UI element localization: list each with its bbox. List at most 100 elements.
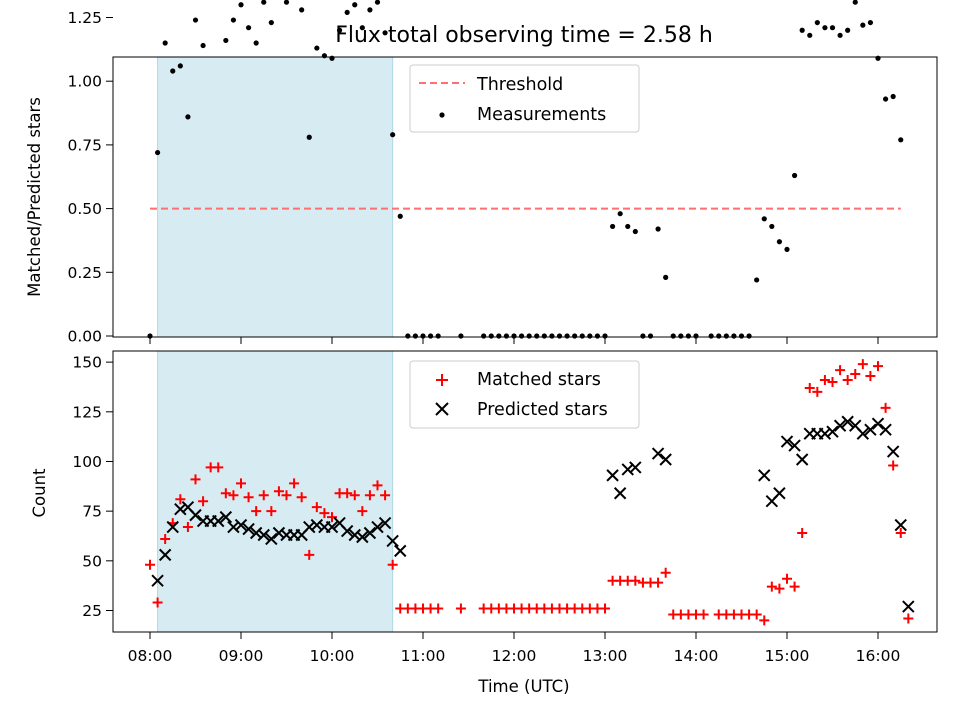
- matched-star-point: [175, 494, 186, 505]
- matched-star-point: [782, 573, 792, 584]
- predicted-star-point: [189, 508, 202, 522]
- matched-star-point: [759, 615, 770, 626]
- predicted-star-point: [257, 528, 270, 542]
- predicted-star-point: [879, 423, 892, 436]
- predicted-star-point: [249, 526, 263, 540]
- measurements-legend-swatch: [439, 112, 445, 118]
- matched-star-point: [190, 474, 201, 485]
- measurement-point: [518, 333, 525, 339]
- matched-star-point: [804, 382, 815, 393]
- measurement-point: [496, 333, 502, 339]
- y-tick-label: 50: [82, 552, 102, 570]
- measurement-point: [503, 333, 510, 339]
- y-tick-label: 125: [72, 403, 102, 421]
- matched-star-point: [380, 490, 391, 501]
- measurement-point: [587, 333, 593, 339]
- measurement-point: [405, 333, 411, 339]
- measurement-point: [397, 213, 403, 219]
- predicted-star-point: [158, 548, 172, 562]
- y-tick-label: 0.25: [67, 264, 102, 282]
- measurement-point: [814, 19, 820, 26]
- predicted-star-point: [856, 427, 870, 440]
- measurement-point: [852, 0, 858, 5]
- measurement-point: [299, 7, 305, 13]
- predicted-star-point: [340, 524, 354, 538]
- measurement-point: [314, 45, 320, 51]
- predicted-star-point: [833, 419, 847, 432]
- predicted-star-point: [356, 530, 369, 544]
- measurement-point: [481, 333, 487, 339]
- matched-star-point: [865, 371, 876, 382]
- matched-star-point: [835, 365, 846, 376]
- measurement-point: [845, 27, 851, 33]
- measurement-point: [685, 333, 692, 339]
- matched-star-point: [789, 581, 800, 592]
- x-tick-label: 12:00: [492, 647, 537, 665]
- measurement-point: [556, 333, 563, 339]
- matched-star-point: [160, 533, 171, 544]
- predicted-star-point: [606, 469, 619, 482]
- matched-star-point: [243, 492, 254, 503]
- measurement-point: [746, 333, 752, 339]
- matched-star-point: [455, 603, 466, 614]
- matched-star-point: [774, 583, 785, 594]
- bottom-legend: Matched stars Predicted stars: [409, 360, 640, 429]
- top-plot-frame: [112, 56, 938, 338]
- measurement-point: [655, 226, 661, 232]
- y-tick-label: 1.00: [67, 73, 102, 91]
- measurement-point: [177, 63, 183, 69]
- matched-star-point: [372, 480, 383, 491]
- matched-star-point: [751, 609, 762, 620]
- y-tick-label: 0.50: [67, 200, 102, 218]
- measurement-point: [283, 0, 290, 5]
- matched-star-point: [819, 375, 830, 386]
- bottom-y-axis-label: Count: [30, 468, 49, 518]
- predicted-star-point: [166, 520, 179, 534]
- matched-star-point: [228, 490, 239, 501]
- matched-star-point: [364, 490, 375, 501]
- measurement-point: [344, 9, 350, 16]
- predicted-star-point: [371, 520, 384, 534]
- matched-star-point: [342, 488, 353, 499]
- top-plot-area: [147, 0, 904, 339]
- predicted-star-point: [758, 469, 771, 482]
- matched-star-point: [873, 361, 883, 372]
- measurement-point: [860, 22, 866, 28]
- y-tick-label: 25: [82, 602, 102, 620]
- predicted-star-point: [659, 453, 672, 466]
- measurement-point: [200, 42, 206, 49]
- measurement-point: [230, 17, 237, 23]
- measurement-point: [754, 277, 760, 283]
- measurement-point: [738, 333, 745, 339]
- predicted-star-point: [272, 526, 286, 540]
- measurement-point: [382, 30, 388, 36]
- matched-star-point: [797, 528, 808, 539]
- matched-star-point: [387, 559, 398, 570]
- predicted-star-point: [613, 487, 627, 500]
- predicted-star-point: [242, 522, 255, 536]
- measurement-point: [306, 134, 312, 140]
- x-tick-label: 08:00: [128, 647, 173, 665]
- matched-star-point: [296, 492, 307, 503]
- matched-star-point: [888, 460, 899, 471]
- measurement-point: [458, 333, 464, 339]
- measurement-point: [435, 333, 441, 339]
- x-axis-label: Time (UTC): [477, 677, 569, 696]
- measurement-point: [708, 333, 714, 339]
- measurement-point: [245, 25, 252, 31]
- measurement-point: [670, 333, 676, 339]
- measurement-point: [822, 25, 828, 31]
- matched-star-point: [327, 512, 337, 523]
- y-tick-label: 0.75: [67, 136, 102, 154]
- predicted-star-point: [651, 447, 665, 460]
- top-legend: Threshold Measurements: [409, 64, 640, 133]
- measurement-point: [799, 27, 805, 33]
- measurement-point: [564, 333, 570, 339]
- measurement-point: [541, 333, 547, 339]
- matched-star-point: [236, 478, 246, 489]
- matched-star-point: [630, 575, 641, 586]
- matched-star-point: [903, 613, 914, 624]
- measurement-point: [723, 333, 729, 339]
- x-tick-label: 09:00: [219, 647, 264, 665]
